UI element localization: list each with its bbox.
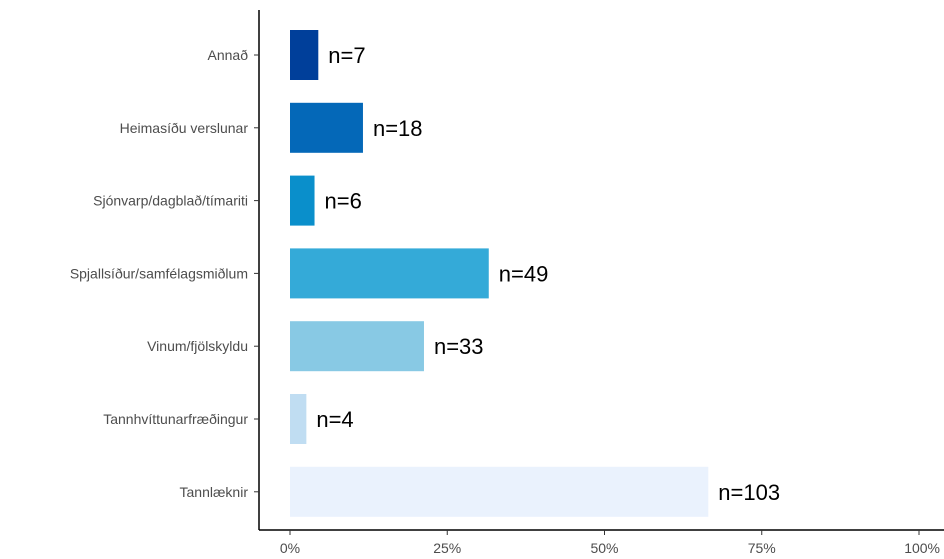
bar-1 (290, 30, 319, 80)
x-tick-label: 100% (904, 540, 940, 556)
data-label: n=103 (718, 480, 780, 505)
category-label: Annað (208, 47, 249, 63)
bar-4 (290, 248, 489, 299)
bar-2 (290, 102, 363, 153)
bar-3 (290, 175, 315, 226)
category-label: Tannhvíttunarfræðingur (103, 411, 248, 427)
x-tick-label: 0% (280, 540, 300, 556)
x-tick-label: 75% (748, 540, 776, 556)
data-labels: n=7 n=18 n=6 n=49 n=33 n=4 n=103 (316, 43, 780, 505)
category-label: Heimasíðu verslunar (120, 120, 249, 136)
data-label: n=4 (316, 407, 353, 432)
category-labels: Annað Heimasíðu verslunar Sjónvarp/dagblað… (70, 47, 249, 500)
data-label: n=18 (373, 116, 423, 141)
bar-7 (290, 466, 709, 517)
category-label: Spjallsíður/samfélagsmiðlum (70, 265, 248, 281)
category-label: Tannlæknir (180, 484, 249, 500)
axes (258, 10, 944, 531)
bars-layer (290, 30, 709, 517)
category-label: Sjónvarp/dagblað/tímariti (93, 193, 248, 209)
bar-6 (290, 394, 307, 444)
x-tick-label: 50% (590, 540, 618, 556)
data-label: n=7 (328, 43, 365, 68)
bar-5 (290, 321, 424, 372)
data-label: n=6 (325, 189, 362, 214)
data-label: n=33 (434, 334, 484, 359)
data-label: n=49 (499, 261, 549, 286)
x-axis-ticks: 0% 25% 50% 75% 100% (254, 54, 940, 556)
category-label: Vinum/fjölskyldu (147, 338, 248, 354)
x-tick-label: 25% (433, 540, 461, 556)
